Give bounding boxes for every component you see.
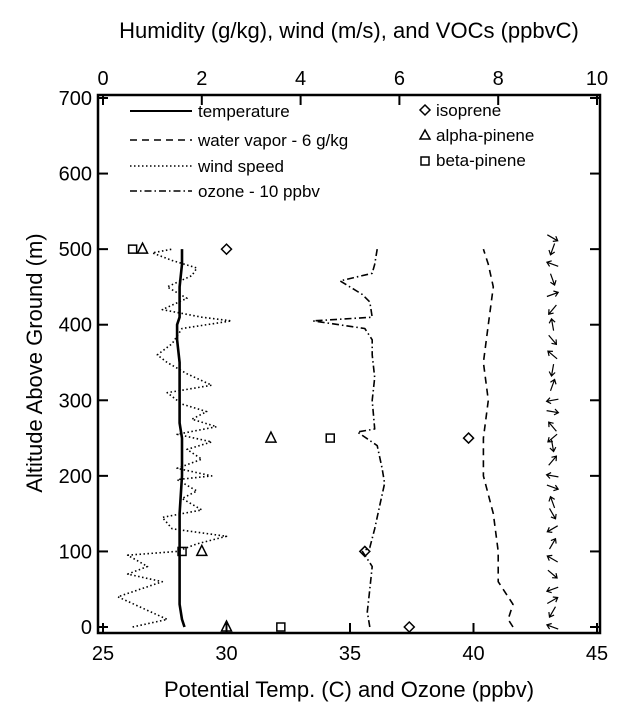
wind-arrow [547, 596, 559, 605]
y-tick-label: 200 [59, 466, 92, 488]
wind-arrow [546, 525, 558, 533]
wind-arrow [545, 472, 559, 479]
y-tick-label: 400 [59, 315, 92, 337]
wind-arrow [549, 378, 557, 392]
wind-arrow [546, 290, 560, 298]
wind-arrow [548, 455, 558, 466]
x-tick-label: 25 [92, 643, 114, 665]
x2-tick-label: 0 [97, 68, 108, 90]
wind-arrow [546, 408, 560, 416]
top-axis-title: Humidity (g/kg), wind (m/s), and VOCs (p… [119, 18, 579, 43]
wind-arrow [548, 508, 557, 520]
y-tick-label: 300 [59, 390, 92, 412]
legend-label-water-vapor: water vapor - 6 g/kg [197, 131, 348, 150]
wind-vectors [545, 234, 560, 630]
marker-isoprene [403, 620, 416, 634]
wind-arrow [548, 363, 556, 377]
x-tick-label: 40 [462, 643, 484, 665]
wind-arrow [547, 234, 559, 242]
legend-label-alpha-pinene: alpha-pinene [436, 126, 534, 145]
series-line-water [482, 248, 514, 628]
x-tick-label: 45 [586, 643, 608, 665]
series-line-wind [117, 248, 233, 628]
wind-arrow [545, 586, 559, 594]
marker-alpha-pinene [264, 430, 278, 443]
wind-arrow [547, 350, 558, 360]
x2-tick-label: 6 [394, 68, 405, 90]
legend-label-beta-pinene: beta-pinene [436, 151, 526, 170]
y-tick-label: 700 [59, 88, 92, 110]
series-line-temperature [175, 249, 186, 628]
legend: temperature water vapor - 6 g/kg wind sp… [130, 101, 534, 201]
legend-label-temperature: temperature [198, 102, 290, 121]
wind-arrow [545, 622, 559, 630]
legend-swatch-beta-pinene [420, 156, 430, 166]
wind-arrow [548, 606, 557, 618]
x-tick-label: 35 [339, 643, 361, 665]
x2-tick-label: 8 [493, 68, 504, 90]
marker-alpha-pinene [136, 241, 149, 254]
x2-tick-label: 4 [295, 68, 306, 90]
wind-arrow [548, 317, 556, 331]
y-tick-label: 500 [59, 239, 92, 261]
wind-arrow [549, 273, 557, 286]
marker-beta-pinene [177, 546, 187, 557]
x2-tick-label: 10 [586, 68, 608, 90]
legend-swatch-alpha-pinene [418, 128, 432, 140]
wind-arrow [545, 260, 559, 267]
marker-alpha-pinene [220, 619, 233, 632]
wind-arrow [547, 433, 558, 443]
marker-isoprene [358, 545, 371, 558]
series-lines [117, 248, 514, 628]
wind-arrow [546, 484, 560, 492]
series-line-ozone [312, 248, 386, 628]
y-tick-label: 0 [81, 617, 92, 639]
legend-label-ozone: ozone - 10 ppbv [198, 182, 320, 201]
legend-swatch-isoprene [418, 103, 432, 117]
plot-frame [96, 93, 602, 635]
wind-arrow [548, 304, 557, 315]
y-tick-label: 600 [59, 164, 92, 186]
wind-arrow [548, 421, 557, 432]
legend-label-wind-speed: wind speed [197, 157, 284, 176]
bottom-axis-title: Potential Temp. (C) and Ozone (ppbv) [164, 677, 534, 702]
y-tick-label: 100 [59, 541, 92, 563]
wind-arrow [547, 569, 558, 579]
y-axis-title: Altitude Above Ground (m) [22, 233, 47, 492]
wind-arrow [548, 537, 557, 550]
x-tick-label: 30 [215, 643, 237, 665]
x2-tick-label: 2 [196, 68, 207, 90]
marker-beta-pinene [276, 622, 286, 632]
wind-arrow [548, 334, 558, 346]
marker-alpha-pinene [195, 543, 209, 557]
wind-arrow [545, 397, 559, 405]
marker-beta-pinene [127, 244, 138, 254]
marker-isoprene [220, 243, 233, 256]
wind-arrow [548, 495, 556, 509]
marker-beta-pinene [325, 433, 335, 443]
legend-label-isoprene: isoprene [436, 101, 501, 120]
marker-isoprene [462, 432, 475, 445]
wind-arrow [546, 554, 558, 563]
voc-markers [127, 241, 475, 634]
wind-arrow [548, 243, 556, 256]
